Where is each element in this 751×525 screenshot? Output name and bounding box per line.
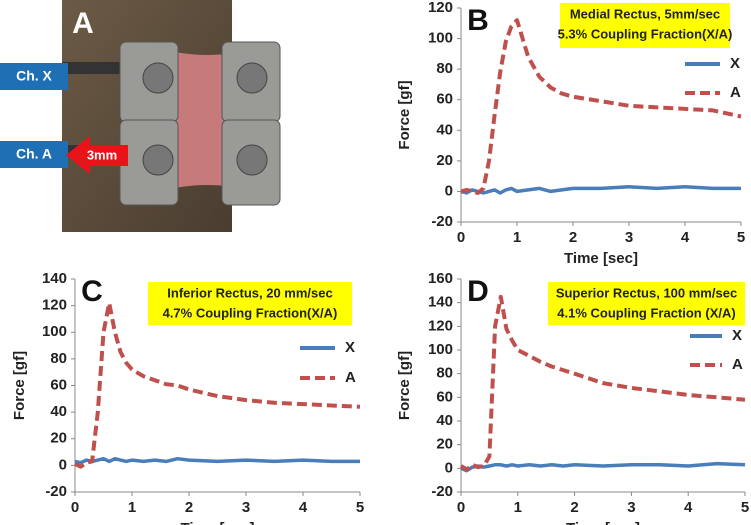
screw bbox=[142, 62, 174, 94]
y-tick-label: 80 bbox=[436, 365, 453, 382]
y-tick-label: 60 bbox=[436, 388, 453, 405]
y-tick-label: 120 bbox=[42, 297, 67, 314]
x-tick-label: 2 bbox=[185, 499, 193, 516]
annotation: 4.1% Coupling Fraction (X/A) bbox=[557, 305, 735, 320]
line-series bbox=[460, 18, 742, 195]
y-tick-label: 160 bbox=[428, 270, 453, 287]
channel-box bbox=[0, 63, 68, 90]
y-tick-label: 0 bbox=[59, 456, 67, 473]
y-tick-label: 40 bbox=[436, 412, 453, 429]
legend-label: X bbox=[345, 339, 355, 356]
x-tick-label: 4 bbox=[299, 499, 308, 516]
x-tick-label: 4 bbox=[681, 229, 690, 246]
panel-label: D bbox=[467, 275, 489, 308]
y-tick-label: 100 bbox=[428, 30, 453, 47]
channel-label: Ch. A bbox=[16, 146, 52, 162]
annotation: Inferior Rectus, 20 mm/sec bbox=[167, 285, 332, 300]
annotation: 5.3% Coupling Fraction(X/A) bbox=[558, 26, 733, 41]
y-tick-label: 100 bbox=[42, 323, 67, 340]
y-tick-label: 20 bbox=[436, 152, 453, 169]
screw bbox=[142, 144, 174, 176]
annotation-box bbox=[148, 282, 352, 325]
channel-label: Ch. X bbox=[16, 68, 52, 84]
y-tick-label: 80 bbox=[436, 60, 453, 77]
y-tick-label: 80 bbox=[50, 350, 67, 367]
x-tick-label: 1 bbox=[514, 499, 522, 516]
legend-label: A bbox=[345, 369, 356, 386]
legend-label: X bbox=[732, 327, 742, 344]
annotation: Medial Rectus, 5mm/sec bbox=[570, 6, 720, 21]
y-tick-label: 0 bbox=[445, 459, 453, 476]
x-tick-label: 5 bbox=[737, 229, 745, 246]
x-tick-label: 0 bbox=[71, 499, 79, 516]
annotation: Superior Rectus, 100 mm/sec bbox=[556, 285, 737, 300]
channel-box bbox=[0, 141, 68, 168]
annotation: 4.7% Coupling Fraction(X/A) bbox=[163, 305, 338, 320]
line-series bbox=[74, 301, 361, 469]
y-tick-label: 0 bbox=[445, 182, 453, 199]
x-tick-label: 2 bbox=[569, 229, 577, 246]
arrow bbox=[66, 136, 128, 174]
line-series bbox=[460, 461, 746, 473]
x-tick-label: 1 bbox=[128, 499, 136, 516]
line-series bbox=[460, 185, 741, 195]
y-tick-label: 140 bbox=[42, 270, 67, 287]
y-tick-label: 100 bbox=[428, 341, 453, 358]
arrow-label: 3mm bbox=[87, 147, 117, 162]
legend-label: X bbox=[730, 55, 740, 72]
x-tick-label: 0 bbox=[457, 499, 465, 516]
x-axis-title: Time [sec] bbox=[566, 520, 640, 525]
y-tick-label: -20 bbox=[431, 213, 453, 230]
x-tick-label: 5 bbox=[741, 499, 749, 516]
y-tick-label: 20 bbox=[436, 436, 453, 453]
panel-label: B bbox=[467, 4, 489, 37]
panel-label: C bbox=[81, 275, 103, 308]
y-axis-title: Force [gf] bbox=[396, 80, 413, 149]
y-tick-label: 60 bbox=[436, 91, 453, 108]
y-tick-label: 140 bbox=[428, 294, 453, 311]
line-series bbox=[74, 456, 360, 465]
x-tick-label: 2 bbox=[570, 499, 578, 516]
x-tick-label: 3 bbox=[242, 499, 250, 516]
screw bbox=[236, 62, 268, 94]
y-tick-label: 60 bbox=[50, 376, 67, 393]
x-tick-label: 5 bbox=[356, 499, 364, 516]
legend-label: A bbox=[732, 356, 743, 373]
x-tick-label: 4 bbox=[684, 499, 693, 516]
y-tick-label: -20 bbox=[45, 483, 67, 500]
x-tick-label: 1 bbox=[513, 229, 521, 246]
legend-label: A bbox=[730, 84, 741, 101]
y-axis-title: Force [gf] bbox=[396, 351, 413, 420]
x-tick-label: 3 bbox=[627, 499, 635, 516]
y-tick-label: 120 bbox=[428, 0, 453, 16]
y-tick-label: 120 bbox=[428, 317, 453, 334]
x-tick-label: 3 bbox=[625, 229, 633, 246]
annotation-box bbox=[548, 282, 745, 325]
x-axis-title: Time [sec] bbox=[564, 250, 638, 267]
photo-panel: A Ch. X Ch. A 3mm bbox=[0, 0, 281, 232]
panel-label: A bbox=[72, 7, 94, 40]
x-axis-title: Time [sec] bbox=[181, 520, 255, 525]
annotation-box bbox=[560, 3, 730, 48]
line-series bbox=[459, 294, 746, 472]
y-tick-label: -20 bbox=[431, 483, 453, 500]
y-axis-title: Force [gf] bbox=[11, 351, 28, 420]
y-tick-label: 40 bbox=[436, 121, 453, 138]
y-tick-label: 20 bbox=[50, 430, 67, 447]
x-tick-label: 0 bbox=[457, 229, 465, 246]
screw bbox=[236, 144, 268, 176]
y-tick-label: 40 bbox=[50, 403, 67, 420]
